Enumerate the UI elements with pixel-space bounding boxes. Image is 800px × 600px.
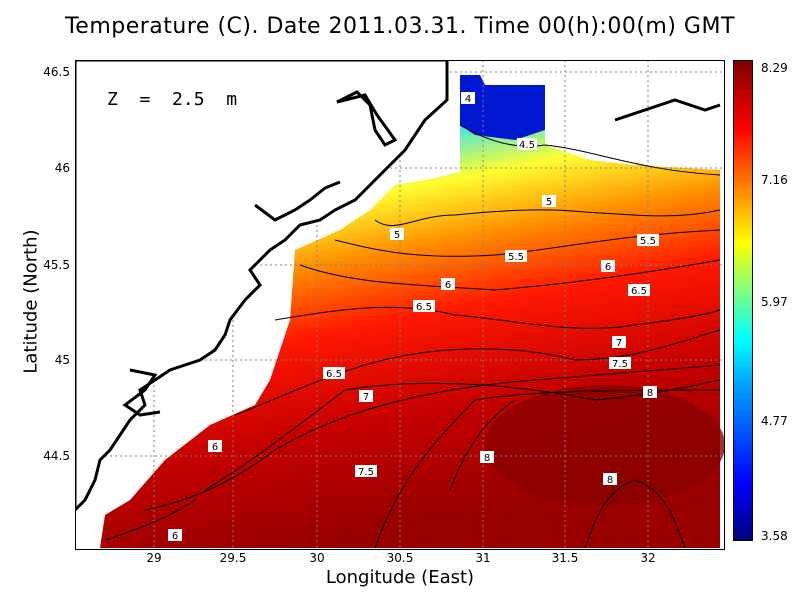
colorbar-tick: 4.77: [761, 414, 788, 428]
svg-text:8: 8: [647, 388, 653, 399]
svg-text:4.5: 4.5: [519, 140, 535, 151]
svg-text:6.5: 6.5: [416, 302, 432, 313]
plot-frame: [75, 60, 725, 550]
map-title: Temperature (C). Date 2011.03.31. Time 0…: [65, 14, 735, 39]
x-tick: 30.5: [386, 551, 414, 565]
contour-label: 8: [480, 451, 494, 464]
contour-label: 4: [461, 92, 475, 105]
contour-label: 6.5: [628, 284, 650, 297]
svg-text:6: 6: [605, 262, 611, 273]
contour-label: 6: [208, 440, 222, 453]
coastline: [75, 60, 449, 513]
x-tick: 29.5: [219, 551, 247, 565]
svg-text:7: 7: [363, 392, 369, 403]
colorbar: [733, 60, 753, 541]
contour-label: 6.5: [323, 367, 345, 380]
coastline-south: [122, 368, 161, 417]
cold-core: [460, 75, 545, 140]
x-axis-label: Longitude (East): [325, 567, 475, 588]
svg-text:5: 5: [546, 197, 552, 208]
contour-label: 5.5: [637, 234, 659, 247]
contour-label: 7.5: [609, 357, 631, 370]
svg-text:8: 8: [607, 475, 613, 486]
svg-text:5.5: 5.5: [508, 252, 524, 263]
colorbar-tick: 3.58: [761, 529, 788, 543]
y-tick: 46.5: [43, 65, 70, 79]
svg-text:6: 6: [445, 280, 451, 291]
colorbar-tick: 7.16: [761, 173, 788, 187]
y-tick: 46: [54, 161, 70, 175]
contour-label: 5: [390, 228, 404, 241]
contour-label: 7.5: [355, 465, 377, 478]
colorbar-tick: 8.29: [761, 61, 788, 75]
svg-text:6: 6: [212, 442, 218, 453]
contour-label: 8: [643, 386, 657, 399]
svg-text:6.5: 6.5: [631, 286, 647, 297]
x-tick: 29: [146, 551, 162, 565]
contour-label: 8: [603, 473, 617, 486]
svg-text:6: 6: [172, 531, 178, 542]
contour-label: 6: [168, 529, 182, 542]
contour-label-group: 4 4.5 5 5 5.5 5.5 6 6 6.5 6.5 6.5 7 7 7.…: [168, 92, 659, 542]
svg-text:5: 5: [394, 230, 400, 241]
temperature-map: 4 4.5 5 5 5.5 5.5 6 6 6.5 6.5 6.5 7 7 7.…: [75, 60, 725, 550]
svg-text:4: 4: [465, 94, 471, 105]
x-tick: 31: [475, 551, 491, 565]
contour-label: 7: [359, 390, 373, 403]
y-axis-label: Latitude (North): [20, 229, 42, 374]
colorbar-tick: 5.97: [761, 295, 788, 309]
y-tick: 44.5: [43, 449, 70, 463]
svg-text:7.5: 7.5: [358, 467, 374, 478]
svg-text:6.5: 6.5: [326, 369, 342, 380]
contour-label: 6.5: [413, 300, 435, 313]
contour-label: 4.5: [517, 138, 537, 151]
contour-label: 5.5: [505, 250, 527, 263]
y-tick: 45.5: [43, 258, 70, 272]
contour-lines: [104, 124, 721, 549]
x-tick: 32: [640, 551, 656, 565]
contour-label: 5: [542, 195, 556, 208]
coastline-island: [336, 90, 398, 147]
svg-text:5.5: 5.5: [640, 236, 656, 247]
depth-label: Z = 2.5 m: [107, 89, 238, 110]
svg-text:8: 8: [484, 453, 490, 464]
x-tick: 31.5: [551, 551, 579, 565]
x-tick: 30: [309, 551, 325, 565]
coastline-east: [614, 98, 721, 122]
svg-text:7.5: 7.5: [612, 359, 628, 370]
contour-label: 6: [441, 278, 455, 291]
warm-core: [485, 385, 725, 505]
svg-text:7: 7: [616, 338, 622, 349]
y-tick: 45: [54, 353, 70, 367]
coastline-river: [254, 180, 341, 222]
contour-label: 7: [612, 336, 626, 349]
contour-label: 6: [601, 260, 615, 273]
